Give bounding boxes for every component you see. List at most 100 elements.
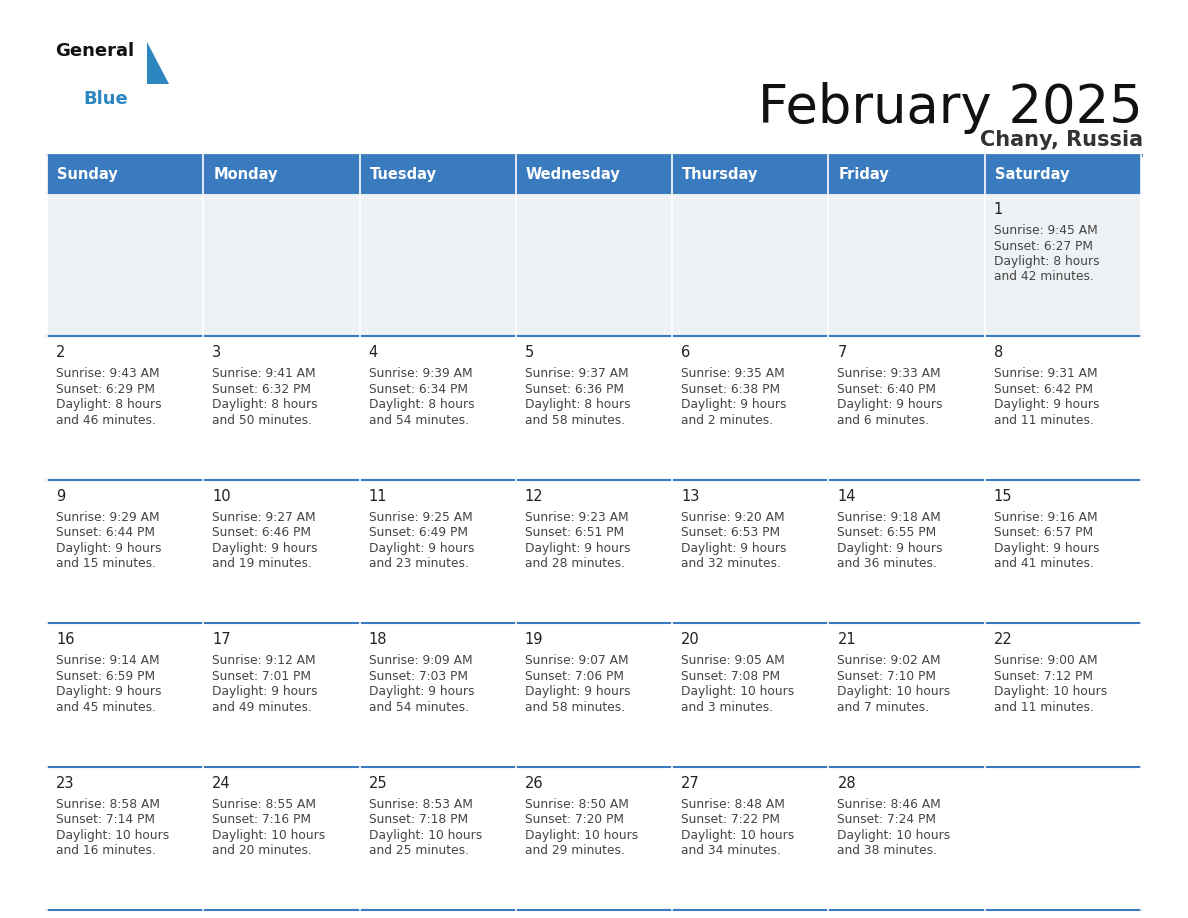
Text: Daylight: 9 hours: Daylight: 9 hours [213,542,317,554]
Text: Sunset: 7:03 PM: Sunset: 7:03 PM [368,670,468,683]
Text: Sunrise: 9:18 AM: Sunrise: 9:18 AM [838,510,941,524]
Text: 9: 9 [56,488,65,504]
Text: 20: 20 [681,633,700,647]
Text: Monday: Monday [214,166,278,182]
Bar [985,193,1140,336]
Text: Sunrise: 9:20 AM: Sunrise: 9:20 AM [681,510,785,524]
Text: Sunset: 6:44 PM: Sunset: 6:44 PM [56,526,154,539]
Text: Daylight: 9 hours: Daylight: 9 hours [681,398,786,411]
Text: Sunrise: 9:07 AM: Sunrise: 9:07 AM [525,655,628,667]
Bar [828,336,985,480]
Text: Daylight: 9 hours: Daylight: 9 hours [368,685,474,699]
Bar [360,623,516,767]
Text: and 29 minutes.: and 29 minutes. [525,844,625,857]
Text: and 41 minutes.: and 41 minutes. [993,557,1094,570]
Text: and 16 minutes.: and 16 minutes. [56,844,156,857]
Text: Sunset: 6:59 PM: Sunset: 6:59 PM [56,670,156,683]
Text: 26: 26 [525,776,543,790]
Text: General: General [55,42,134,60]
Text: 11: 11 [368,488,387,504]
Text: and 2 minutes.: and 2 minutes. [681,414,773,427]
Text: and 54 minutes.: and 54 minutes. [368,700,468,713]
Text: Thursday: Thursday [682,166,758,182]
Text: Sunrise: 9:16 AM: Sunrise: 9:16 AM [993,510,1098,524]
Text: Sunset: 6:29 PM: Sunset: 6:29 PM [56,383,154,396]
Text: and 34 minutes.: and 34 minutes. [681,844,781,857]
Bar [48,480,203,623]
Text: Daylight: 9 hours: Daylight: 9 hours [525,685,631,699]
Text: Daylight: 10 hours: Daylight: 10 hours [525,829,638,842]
Text: Sunrise: 9:29 AM: Sunrise: 9:29 AM [56,510,159,524]
Text: Sunrise: 8:55 AM: Sunrise: 8:55 AM [213,798,316,811]
Text: 7: 7 [838,345,847,361]
Text: Daylight: 9 hours: Daylight: 9 hours [838,542,943,554]
Text: Sunset: 6:32 PM: Sunset: 6:32 PM [213,383,311,396]
Text: 16: 16 [56,633,75,647]
Text: Sunrise: 9:23 AM: Sunrise: 9:23 AM [525,510,628,524]
Bar [360,767,516,910]
Text: Saturday: Saturday [994,166,1069,182]
Text: Sunset: 7:16 PM: Sunset: 7:16 PM [213,813,311,826]
Text: Sunset: 6:40 PM: Sunset: 6:40 PM [838,383,936,396]
Bar [985,623,1140,767]
Bar [48,193,203,336]
Text: Sunrise: 9:45 AM: Sunrise: 9:45 AM [993,224,1098,237]
Text: 4: 4 [368,345,378,361]
Text: 28: 28 [838,776,857,790]
Text: Sunset: 6:51 PM: Sunset: 6:51 PM [525,526,624,539]
Text: February 2025: February 2025 [758,82,1143,134]
Text: Daylight: 10 hours: Daylight: 10 hours [681,685,795,699]
Text: Daylight: 9 hours: Daylight: 9 hours [993,398,1099,411]
Text: 14: 14 [838,488,855,504]
Text: Sunset: 7:14 PM: Sunset: 7:14 PM [56,813,154,826]
Text: 13: 13 [681,488,700,504]
Text: Sunrise: 9:02 AM: Sunrise: 9:02 AM [838,655,941,667]
Bar [516,767,672,910]
Text: Sunrise: 9:37 AM: Sunrise: 9:37 AM [525,367,628,380]
Text: Daylight: 9 hours: Daylight: 9 hours [56,542,162,554]
Text: Daylight: 10 hours: Daylight: 10 hours [213,829,326,842]
Text: 2: 2 [56,345,65,361]
Bar [360,336,516,480]
Text: and 3 minutes.: and 3 minutes. [681,700,773,713]
Text: 1: 1 [993,202,1003,217]
Text: Sunset: 7:18 PM: Sunset: 7:18 PM [368,813,468,826]
Bar [360,480,516,623]
Text: Daylight: 10 hours: Daylight: 10 hours [993,685,1107,699]
Text: Blue: Blue [83,90,128,108]
Text: Daylight: 8 hours: Daylight: 8 hours [368,398,474,411]
Text: Daylight: 10 hours: Daylight: 10 hours [838,685,950,699]
Text: 8: 8 [993,345,1003,361]
Text: Sunrise: 8:58 AM: Sunrise: 8:58 AM [56,798,160,811]
Text: and 36 minutes.: and 36 minutes. [838,557,937,570]
Text: Daylight: 9 hours: Daylight: 9 hours [525,542,631,554]
Text: Sunrise: 9:35 AM: Sunrise: 9:35 AM [681,367,785,380]
Text: and 46 minutes.: and 46 minutes. [56,414,156,427]
Text: and 20 minutes.: and 20 minutes. [213,844,312,857]
Text: Sunrise: 9:09 AM: Sunrise: 9:09 AM [368,655,472,667]
Text: and 19 minutes.: and 19 minutes. [213,557,312,570]
Bar [360,193,516,336]
Text: Sunrise: 9:33 AM: Sunrise: 9:33 AM [838,367,941,380]
Text: Sunset: 7:08 PM: Sunset: 7:08 PM [681,670,781,683]
Text: Friday: Friday [839,166,889,182]
Text: Daylight: 10 hours: Daylight: 10 hours [368,829,482,842]
Text: Daylight: 10 hours: Daylight: 10 hours [56,829,169,842]
Text: and 23 minutes.: and 23 minutes. [368,557,468,570]
Text: Daylight: 9 hours: Daylight: 9 hours [993,542,1099,554]
Bar [672,193,828,336]
Text: Sunrise: 9:12 AM: Sunrise: 9:12 AM [213,655,316,667]
Bar [516,193,672,336]
Text: Daylight: 8 hours: Daylight: 8 hours [993,255,1099,268]
Text: Tuesday: Tuesday [369,166,436,182]
Text: Daylight: 9 hours: Daylight: 9 hours [56,685,162,699]
Text: Daylight: 9 hours: Daylight: 9 hours [368,542,474,554]
Text: and 32 minutes.: and 32 minutes. [681,557,781,570]
Text: Sunrise: 8:46 AM: Sunrise: 8:46 AM [838,798,941,811]
Text: Sunset: 6:57 PM: Sunset: 6:57 PM [993,526,1093,539]
Bar [516,336,672,480]
Text: Sunset: 7:10 PM: Sunset: 7:10 PM [838,670,936,683]
Text: 10: 10 [213,488,230,504]
Text: and 38 minutes.: and 38 minutes. [838,844,937,857]
Text: Sunrise: 9:39 AM: Sunrise: 9:39 AM [368,367,472,380]
